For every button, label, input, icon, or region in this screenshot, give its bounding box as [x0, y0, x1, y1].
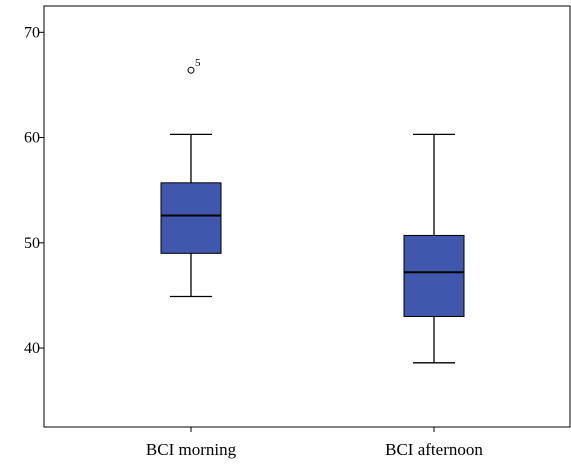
iqr-box [403, 234, 465, 317]
x-axis: BCI morning BCI afternoon [146, 427, 483, 459]
x-tick-label: BCI afternoon [385, 440, 483, 459]
y-tick-label: 50 [24, 235, 40, 252]
y-tick-label: 70 [24, 24, 40, 41]
y-axis: 40 50 60 70 [24, 24, 44, 357]
y-tick-label: 40 [24, 340, 40, 357]
outlier-label: 5 [195, 57, 201, 69]
boxes: 5 [160, 57, 465, 364]
box-group: 5 [160, 57, 222, 298]
box-group [403, 133, 465, 364]
x-tick-label: BCI morning [146, 440, 237, 459]
plot-frame [43, 5, 571, 428]
y-tick-label: 60 [24, 130, 40, 147]
outlier-point [187, 66, 195, 74]
iqr-box [160, 182, 222, 254]
